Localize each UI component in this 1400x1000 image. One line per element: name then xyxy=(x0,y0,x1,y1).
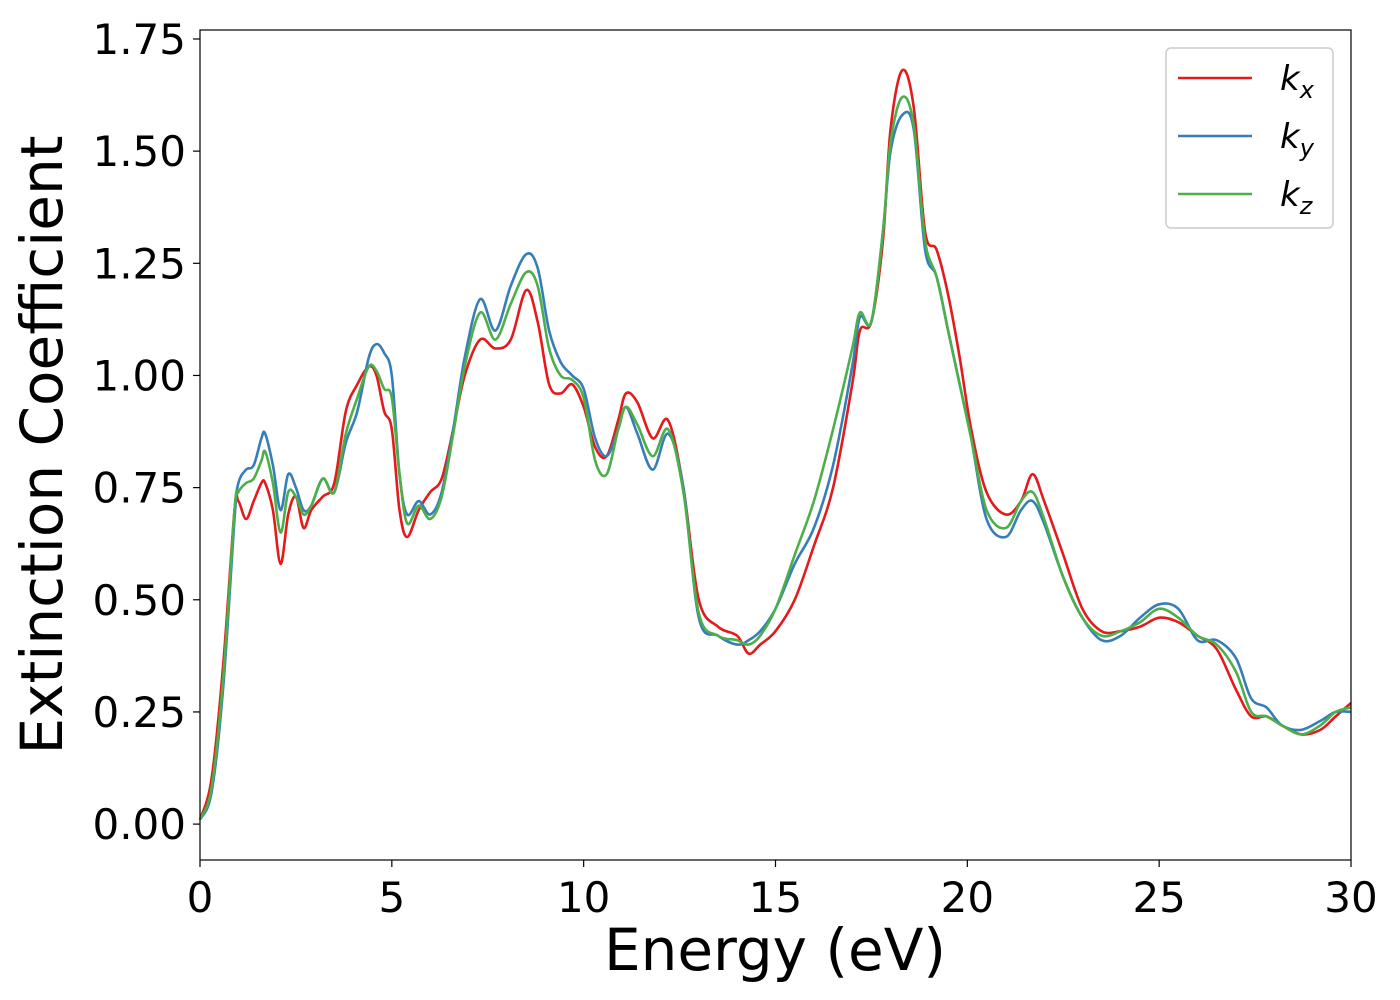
legend: kx ky kz xyxy=(1165,47,1334,229)
x-tick-label: 25 xyxy=(1132,873,1185,922)
series-layer xyxy=(198,68,1352,821)
legend-box xyxy=(1165,47,1334,229)
legend-label-k-x: kx xyxy=(1280,59,1315,104)
x-axis-ticks: 0 5 10 15 20 25 30 xyxy=(187,860,1378,922)
y-tick-label: 1.50 xyxy=(92,127,186,176)
legend-label-k-z: kz xyxy=(1280,175,1314,220)
x-tick-label: 10 xyxy=(557,873,610,922)
x-tick-label: 30 xyxy=(1324,873,1377,922)
legend-label-k-y: ky xyxy=(1280,117,1315,162)
series-line-k-x xyxy=(198,68,1352,820)
y-tick-label: 1.25 xyxy=(92,239,186,288)
y-axis-title: Extinction Coefficient xyxy=(8,136,76,755)
x-axis-title: Energy (eV) xyxy=(604,916,946,984)
y-tick-label: 0.25 xyxy=(92,688,186,737)
x-tick-label: 20 xyxy=(941,873,994,922)
x-tick-label: 15 xyxy=(749,873,802,922)
y-axis-ticks: 0.00 0.25 0.50 0.75 1.00 1.25 1.50 1.75 xyxy=(92,15,200,849)
y-tick-label: 0.50 xyxy=(92,576,186,625)
y-tick-label: 0.75 xyxy=(92,464,186,513)
x-tick-label: 0 xyxy=(187,873,214,922)
y-tick-label: 0.00 xyxy=(92,800,186,849)
x-tick-label: 5 xyxy=(378,873,405,922)
y-tick-label: 1.75 xyxy=(92,15,186,64)
y-tick-label: 1.00 xyxy=(92,351,186,400)
series-line-k-z xyxy=(198,95,1352,821)
